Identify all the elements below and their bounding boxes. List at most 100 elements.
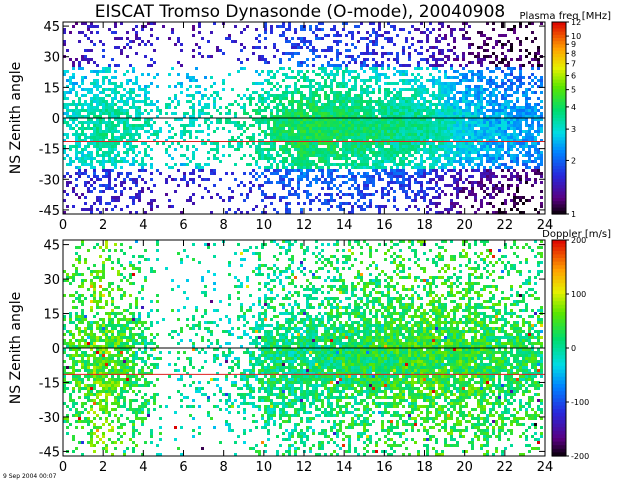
data-cell xyxy=(144,169,147,172)
data-cell xyxy=(225,121,228,124)
data-cell xyxy=(291,76,294,79)
data-cell xyxy=(306,127,309,130)
data-cell xyxy=(267,79,270,82)
data-cell xyxy=(381,160,384,163)
data-cell xyxy=(468,109,471,112)
data-cell xyxy=(501,157,504,160)
data-cell xyxy=(417,172,420,175)
data-cell xyxy=(501,148,504,151)
data-cell xyxy=(540,139,543,142)
data-cell xyxy=(372,91,375,94)
data-cell xyxy=(294,100,297,103)
data-cell xyxy=(444,154,447,157)
data-cell xyxy=(144,148,147,151)
data-cell xyxy=(222,88,225,91)
data-cell xyxy=(414,196,417,199)
data-cell xyxy=(435,79,438,82)
data-cell xyxy=(393,106,396,109)
data-cell xyxy=(96,130,99,133)
data-cell xyxy=(309,100,312,103)
data-cell xyxy=(447,160,450,163)
data-cell xyxy=(111,121,114,124)
data-cell xyxy=(528,145,531,148)
data-cell xyxy=(285,130,288,133)
data-cell xyxy=(480,76,483,79)
data-cell xyxy=(435,115,438,118)
data-cell xyxy=(345,124,348,127)
data-cell xyxy=(357,199,360,202)
data-cell xyxy=(102,55,105,58)
data-cell xyxy=(471,52,474,55)
data-cell xyxy=(66,85,69,88)
data-cell xyxy=(477,76,480,79)
data-cell xyxy=(489,127,492,130)
data-cell xyxy=(399,73,402,76)
data-cell xyxy=(384,94,387,97)
data-cell xyxy=(177,37,180,40)
data-cell xyxy=(324,163,327,166)
data-cell xyxy=(486,151,489,154)
data-cell xyxy=(69,103,72,106)
data-cell xyxy=(63,339,66,342)
data-cell xyxy=(105,121,108,124)
data-cell xyxy=(273,139,276,142)
data-cell xyxy=(426,118,429,121)
data-cell xyxy=(441,37,444,40)
data-cell xyxy=(270,139,273,142)
data-cell xyxy=(378,205,381,208)
data-cell xyxy=(330,91,333,94)
data-cell xyxy=(438,130,441,133)
data-cell xyxy=(279,154,282,157)
data-cell xyxy=(495,112,498,115)
data-cell xyxy=(360,52,363,55)
data-cell xyxy=(72,321,75,324)
data-cell xyxy=(306,172,309,175)
data-cell xyxy=(528,115,531,118)
data-cell xyxy=(87,58,90,61)
data-cell xyxy=(291,160,294,163)
data-cell xyxy=(462,37,465,40)
data-cell xyxy=(450,82,453,85)
data-cell xyxy=(504,127,507,130)
data-cell xyxy=(510,67,513,70)
data-cell xyxy=(228,187,231,190)
data-cell xyxy=(483,172,486,175)
data-cell xyxy=(438,49,441,52)
data-cell xyxy=(75,297,78,300)
data-cell xyxy=(108,127,111,130)
data-cell xyxy=(477,166,480,169)
data-cell xyxy=(267,97,270,100)
data-cell xyxy=(303,172,306,175)
data-cell xyxy=(393,103,396,106)
data-cell xyxy=(198,166,201,169)
data-cell xyxy=(333,145,336,148)
data-cell xyxy=(495,55,498,58)
data-cell xyxy=(444,136,447,139)
data-cell xyxy=(468,79,471,82)
data-cell xyxy=(372,163,375,166)
data-cell xyxy=(264,121,267,124)
data-cell xyxy=(198,124,201,127)
data-cell xyxy=(507,148,510,151)
data-cell xyxy=(351,85,354,88)
data-cell xyxy=(339,190,342,193)
data-cell xyxy=(504,175,507,178)
data-cell xyxy=(378,64,381,67)
data-cell xyxy=(219,178,222,181)
data-cell xyxy=(435,190,438,193)
data-cell xyxy=(342,85,345,88)
data-cell xyxy=(243,67,246,70)
data-cell xyxy=(294,52,297,55)
data-cell xyxy=(492,94,495,97)
data-cell xyxy=(99,199,102,202)
data-cell xyxy=(114,97,117,100)
data-cell xyxy=(222,199,225,202)
data-cell xyxy=(309,40,312,43)
data-cell xyxy=(414,97,417,100)
data-cell xyxy=(135,94,138,97)
data-cell xyxy=(75,270,78,273)
data-cell xyxy=(249,163,252,166)
data-cell xyxy=(99,124,102,127)
data-cell xyxy=(366,148,369,151)
data-cell xyxy=(420,124,423,127)
